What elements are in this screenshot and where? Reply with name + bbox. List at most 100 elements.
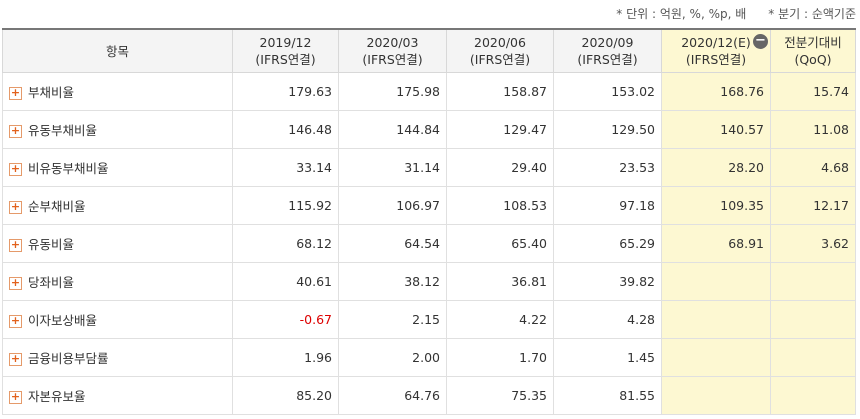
ratio-table: 항목 2019/12 (IFRS연결) 2020/03 (IFRS연결) 2020/06… [2,28,856,415]
value-cell [661,338,771,377]
value-cell: 68.91 [661,224,771,263]
value-cell: 179.63 [232,72,339,111]
value-cell: 40.61 [232,262,339,301]
value-cell: 109.35 [661,186,771,225]
row-label: 자본유보율 [28,389,86,404]
value-cell: 144.84 [338,110,447,149]
column-basis: (IFRS연결) [255,52,316,67]
value-cell: 175.98 [338,72,447,111]
row-label-cell: + 유동부채비율 [2,110,233,149]
value-cell: 75.35 [446,376,554,415]
value-cell [661,376,771,415]
row-label-cell: + 비유동부채비율 [2,148,233,187]
value-cell: 1.70 [446,338,554,377]
row-label-cell: + 금융비용부담률 [2,338,233,377]
expand-button[interactable]: + [9,276,22,290]
column-basis: (IFRS연결) [469,52,531,67]
value-cell: 4.22 [446,300,554,339]
unit-note: * 단위 : 억원, %, %p, 배 [616,7,747,21]
value-cell: 64.54 [338,224,447,263]
expand-button[interactable]: + [9,390,22,404]
value-cell: 39.82 [553,262,662,301]
table-row: + 당좌비율 40.61 38.12 36.81 39.82 [2,262,856,301]
column-basis: (IFRS연결) [685,52,747,67]
column-period: 전분기대비 [784,35,842,50]
table-row: + 순부채비율 115.92 106.97 108.53 97.18 109.35 12.17 [2,186,856,225]
value-cell: 146.48 [232,110,339,149]
expand-button[interactable]: + [9,352,22,366]
expand-button[interactable]: + [9,86,22,100]
column-period: 2020/12(E) [681,35,751,50]
table-body: + 부채비율 179.63 175.98 158.87 153.02 168.76 15.74… [2,72,856,415]
value-cell: 2.00 [338,338,447,377]
row-label: 순부채비율 [28,199,86,214]
column-period: 2019/12 [259,35,312,50]
row-label: 이자보상배율 [28,313,98,328]
column-period: 2020/03 [366,35,419,50]
value-cell [770,300,856,339]
column-header: 2020/06 (IFRS연결) [446,28,554,73]
row-label-cell: + 부채비율 [2,72,233,111]
value-cell [770,338,856,377]
value-cell: 108.53 [446,186,554,225]
table-row: + 금융비용부담률 1.96 2.00 1.70 1.45 [2,338,856,377]
expand-button[interactable]: + [9,238,22,252]
row-label-cell: + 유동비율 [2,224,233,263]
notes: * 단위 : 억원, %, %p, 배 * 분기 : 순액기준 [594,5,856,22]
column-header: 2020/12(E) (IFRS연결) − [661,28,771,73]
row-label: 유동비율 [28,237,75,252]
value-cell: 81.55 [553,376,662,415]
value-cell: 85.20 [232,376,339,415]
value-cell: 4.28 [553,300,662,339]
value-cell: 153.02 [553,72,662,111]
column-header: 2019/12 (IFRS연결) [232,28,339,73]
column-header: 2020/09 (IFRS연결) [553,28,662,73]
value-cell: 36.81 [446,262,554,301]
column-basis: (IFRS연결) [362,52,423,67]
value-cell: 1.96 [232,338,339,377]
value-cell: 29.40 [446,148,554,187]
row-label: 금융비용부담률 [28,351,109,366]
value-cell: 129.50 [553,110,662,149]
header-row: 항목 2019/12 (IFRS연결) 2020/03 (IFRS연결) 2020/06… [2,28,856,73]
value-cell: 28.20 [661,148,771,187]
value-cell: 23.53 [553,148,662,187]
column-header: 전분기대비 (QoQ) [770,28,856,73]
value-cell: 65.40 [446,224,554,263]
column-basis: (QoQ) [794,52,832,67]
row-label: 당좌비율 [28,275,75,290]
item-header: 항목 [2,28,233,73]
value-cell: 68.12 [232,224,339,263]
value-cell: 64.76 [338,376,447,415]
value-cell: 4.68 [770,148,856,187]
collapse-button[interactable]: − [753,34,768,49]
expand-button[interactable]: + [9,162,22,176]
table-row: + 유동부채비율 146.48 144.84 129.47 129.50 140.57 11.… [2,110,856,149]
value-cell: 140.57 [661,110,771,149]
value-cell: 33.14 [232,148,339,187]
row-label: 부채비율 [28,85,75,100]
table-row: + 부채비율 179.63 175.98 158.87 153.02 168.76 15.74 [2,72,856,111]
expand-button[interactable]: + [9,314,22,328]
value-cell: 168.76 [661,72,771,111]
row-label: 비유동부채비율 [28,161,109,176]
row-label-cell: + 이자보상배율 [2,300,233,339]
value-cell [770,376,856,415]
value-cell: 65.29 [553,224,662,263]
value-cell: 106.97 [338,186,447,225]
value-cell: 12.17 [770,186,856,225]
value-cell: 1.45 [553,338,662,377]
column-period: 2020/09 [581,35,634,50]
value-cell [661,262,771,301]
table-row: + 자본유보율 85.20 64.76 75.35 81.55 [2,376,856,415]
expand-button[interactable]: + [9,200,22,214]
row-label: 유동부채비율 [28,123,98,138]
row-label-cell: + 당좌비율 [2,262,233,301]
quarter-note: * 분기 : 순액기준 [768,7,856,21]
expand-button[interactable]: + [9,124,22,138]
table-row: + 비유동부채비율 33.14 31.14 29.40 23.53 28.20 4.68 [2,148,856,187]
value-cell: -0.67 [232,300,339,339]
value-cell: 3.62 [770,224,856,263]
value-cell [661,300,771,339]
